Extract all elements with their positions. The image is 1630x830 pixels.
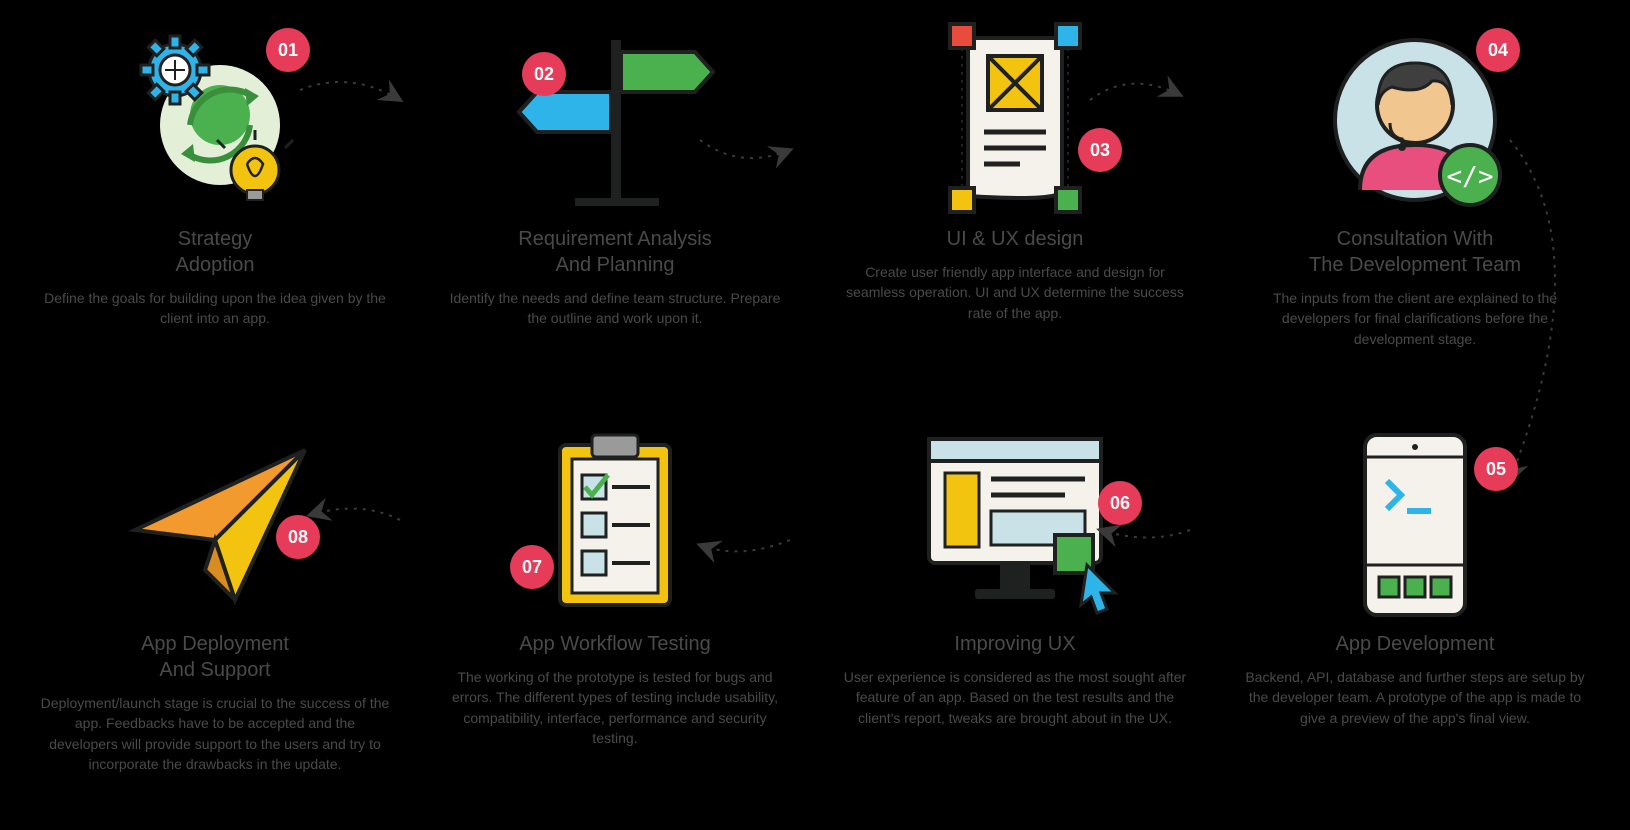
step-badge-04: 04 [1476, 28, 1520, 72]
phone-dev-icon [1345, 425, 1485, 625]
clipboard-icon [530, 425, 700, 625]
step-03: 03 UI & UX design Create user friendly a… [830, 20, 1200, 415]
step-01-icon-wrap: 01 [30, 20, 400, 220]
step-07-icon-wrap: 07 [430, 425, 800, 625]
step-04-icon-wrap: 04 </> [1230, 20, 1600, 220]
step-08-icon-wrap: 08 [30, 425, 400, 625]
step-04-title: Consultation With The Development Team [1309, 226, 1521, 278]
signpost-icon [515, 20, 715, 220]
step-02: 02 Requirement Analysis And Planning Ide… [430, 20, 800, 415]
step-04: 04 </> Consultation With The Development… [1230, 20, 1600, 415]
step-05: 05 App Development Backend, API, databas… [1230, 425, 1600, 820]
step-06: 06 Improving UX User experience is consi… [830, 425, 1200, 820]
step-02-title: Requirement Analysis And Planning [518, 226, 711, 278]
monitor-ux-icon [905, 425, 1125, 625]
step-05-desc: Backend, API, database and further steps… [1240, 667, 1590, 728]
step-badge-05: 05 [1474, 447, 1518, 491]
step-07: 07 App Workflow Testing The working of t… [430, 425, 800, 820]
step-08: 08 App Deployment And Support Deployment… [30, 425, 400, 820]
step-02-desc: Identify the needs and define team struc… [440, 288, 790, 329]
step-04-desc: The inputs from the client are explained… [1240, 288, 1590, 349]
step-07-desc: The working of the prototype is tested f… [440, 667, 790, 748]
step-03-title: UI & UX design [947, 226, 1084, 252]
step-badge-07: 07 [510, 545, 554, 589]
step-06-icon-wrap: 06 [830, 425, 1200, 625]
step-01: 01 [30, 20, 400, 415]
process-grid: 01 [0, 0, 1630, 830]
step-05-icon-wrap: 05 [1230, 425, 1600, 625]
step-03-desc: Create user friendly app interface and d… [840, 262, 1190, 323]
step-badge-01: 01 [266, 28, 310, 72]
wireframe-icon [920, 20, 1110, 220]
step-08-desc: Deployment/launch stage is crucial to th… [40, 693, 390, 774]
step-06-title: Improving UX [954, 631, 1075, 657]
step-05-title: App Development [1336, 631, 1495, 657]
step-03-icon-wrap: 03 [830, 20, 1200, 220]
step-badge-08: 08 [276, 515, 320, 559]
step-06-desc: User experience is considered as the mos… [840, 667, 1190, 728]
step-badge-03: 03 [1078, 128, 1122, 172]
step-01-title: Strategy Adoption [176, 226, 255, 278]
step-badge-02: 02 [522, 52, 566, 96]
step-07-title: App Workflow Testing [519, 631, 711, 657]
step-08-title: App Deployment And Support [141, 631, 289, 683]
svg-text:</>: </> [1447, 162, 1494, 192]
step-badge-06: 06 [1098, 481, 1142, 525]
step-01-desc: Define the goals for building upon the i… [40, 288, 390, 329]
step-02-icon-wrap: 02 [430, 20, 800, 220]
